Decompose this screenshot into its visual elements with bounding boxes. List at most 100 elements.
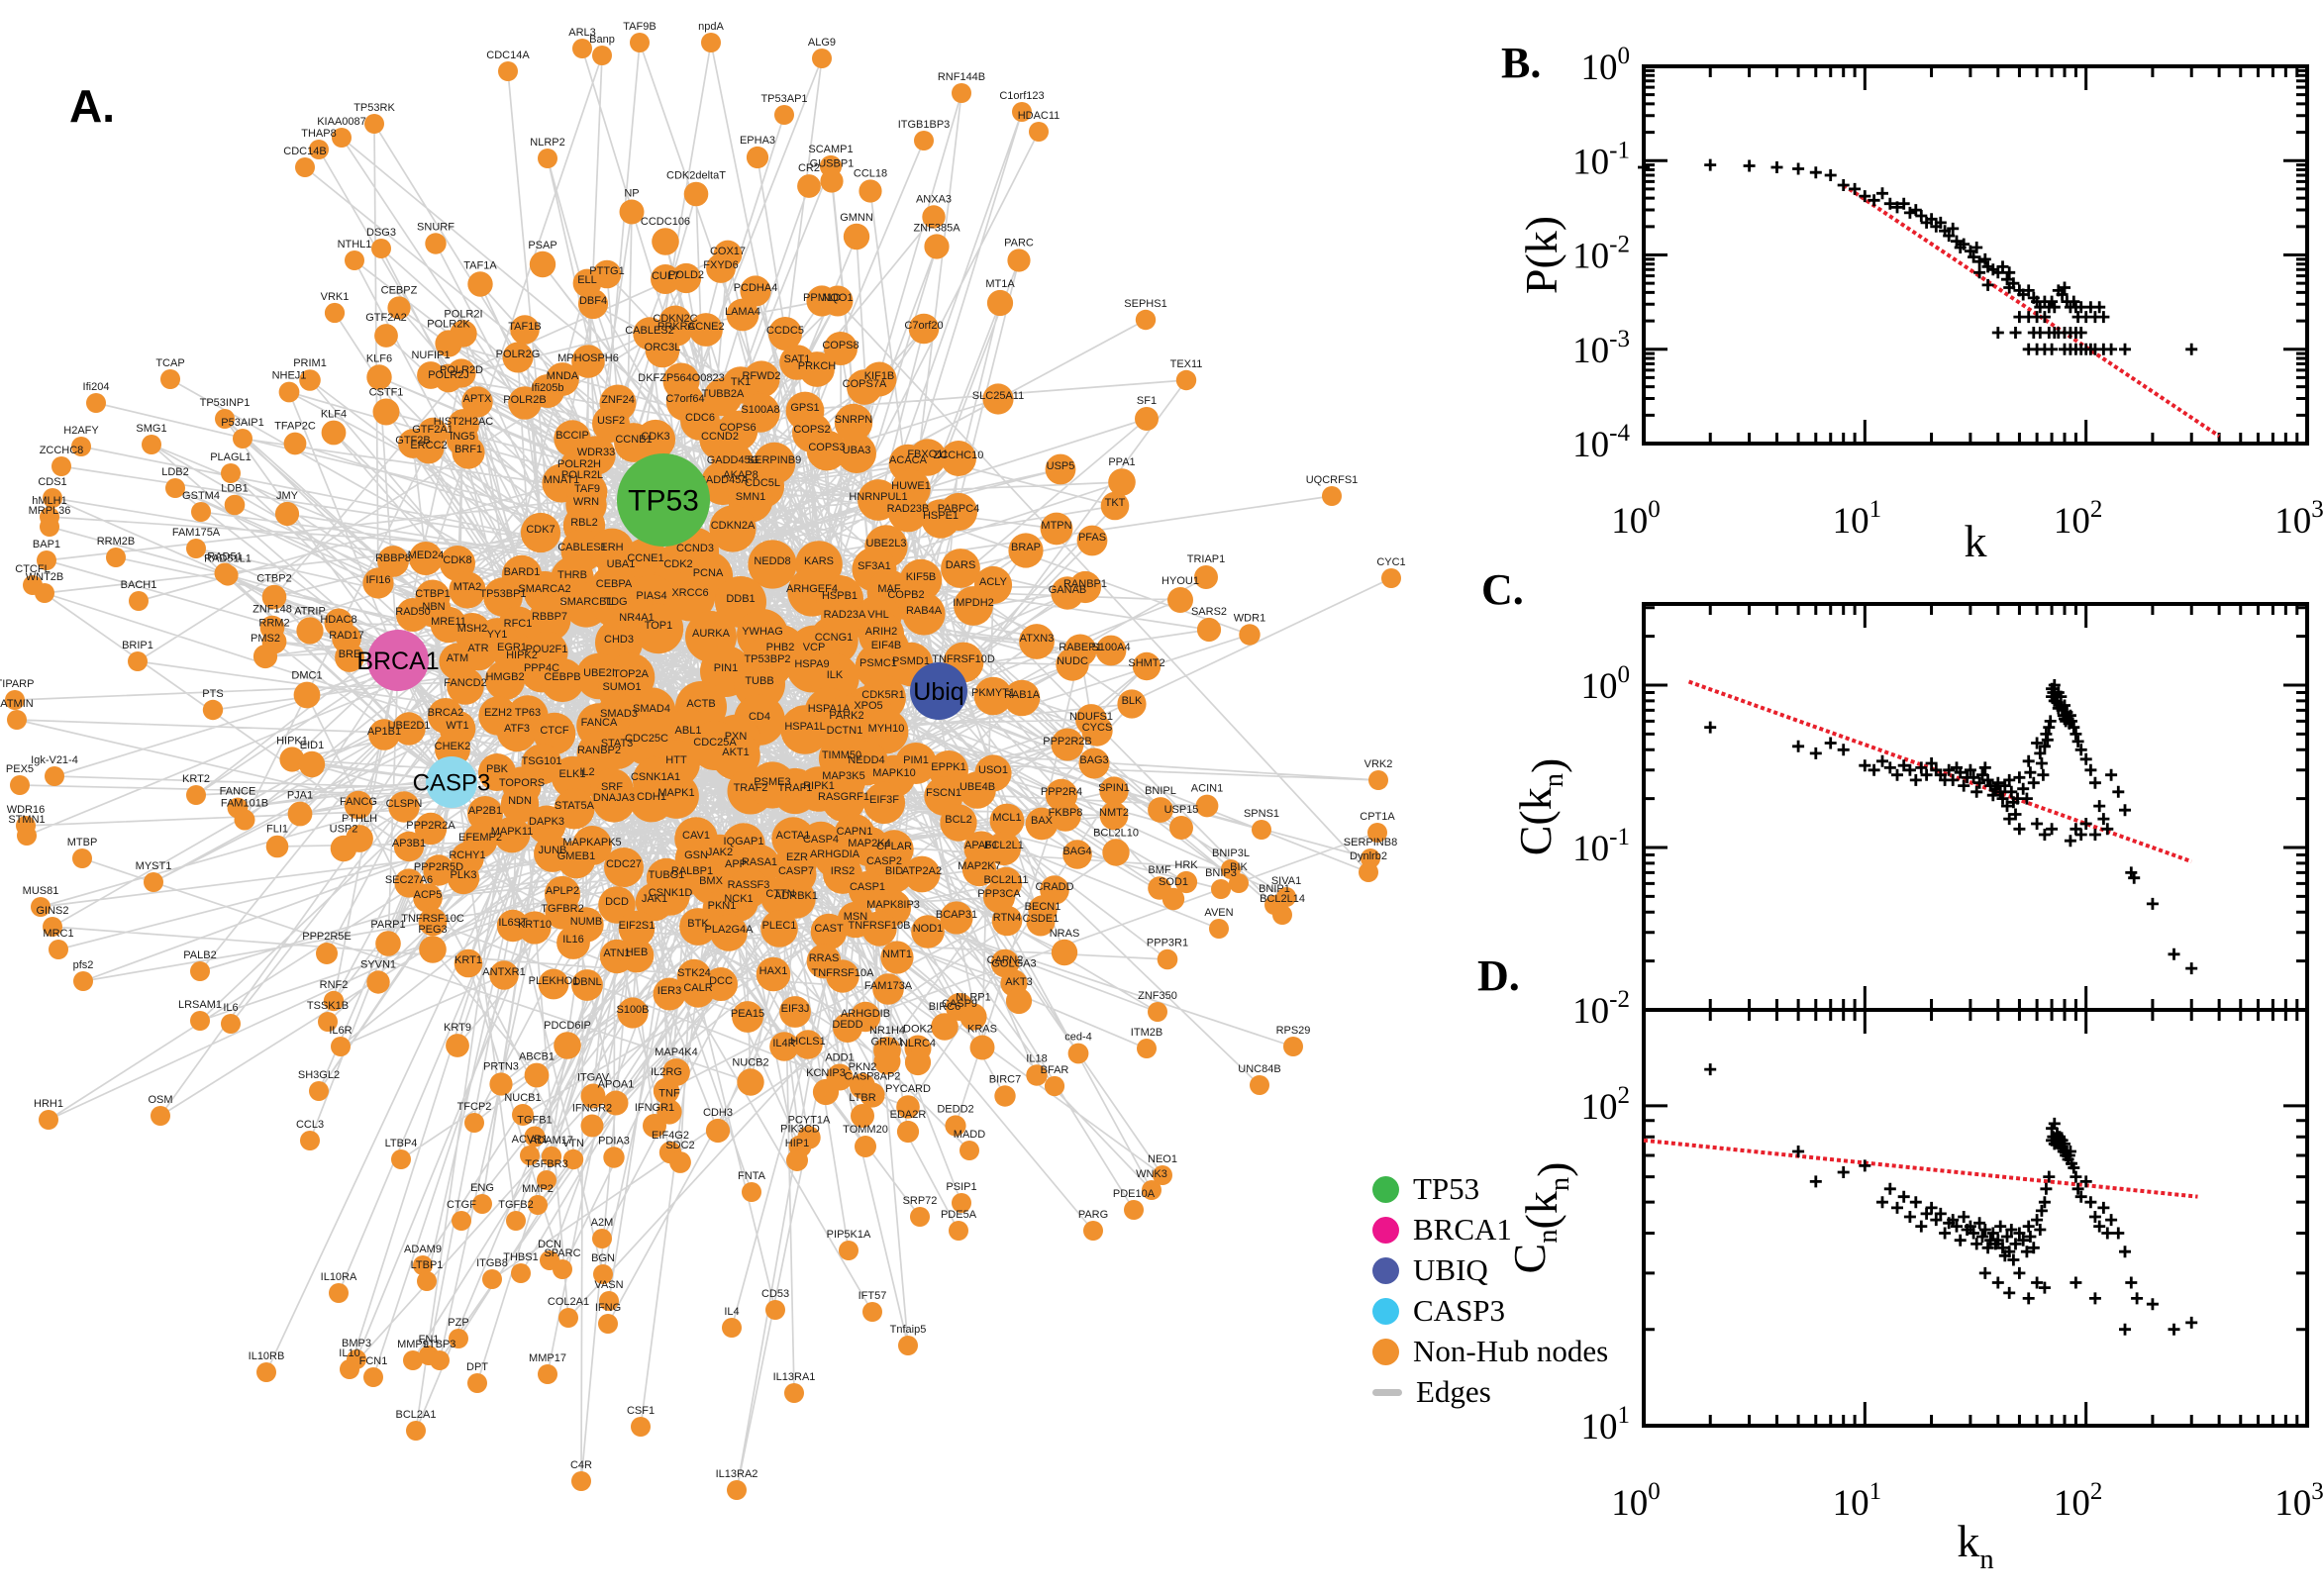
network-node [991, 905, 1023, 937]
network-node [1045, 453, 1076, 485]
network-node-label: ENG [470, 1182, 494, 1194]
network-node-label: CDK2deltaT [666, 170, 726, 182]
network-node-label: ORC3L [645, 342, 681, 353]
network-node [711, 731, 760, 780]
network-node-label: Dynlrb2 [1350, 850, 1387, 862]
network-node [1040, 512, 1073, 546]
network-node-label: EIF2S1 [619, 920, 656, 932]
network-node-label: PLK3 [451, 869, 477, 881]
network-node-label: EIF3J [781, 1003, 810, 1015]
network-node-label: APAF1 [964, 840, 998, 851]
network-node [452, 436, 485, 469]
network-node [7, 710, 27, 730]
network-node-label: ATMIN [0, 698, 33, 710]
axis-ticks [1642, 64, 2309, 446]
network-node [256, 1362, 276, 1382]
network-node-label: VCP [803, 642, 826, 653]
network-node-label: HSPB1 [822, 590, 858, 602]
network-node-label: PSMC1 [859, 657, 897, 669]
network-node-label: DAPK3 [529, 816, 564, 828]
network-node-label: MAF [877, 583, 901, 595]
network-node [1175, 369, 1197, 391]
network-node-label: NUMB [570, 916, 602, 928]
network-node-label: SIVA1 [1271, 875, 1301, 887]
network-node [45, 766, 64, 786]
network-node [318, 1012, 338, 1032]
network-node-label: CAPN1 [837, 826, 873, 838]
network-node-label: CRADD [1035, 881, 1073, 893]
network-node-label: CDKN2C [653, 313, 697, 325]
network-node-label: ACIN1 [1191, 783, 1223, 795]
network-node-label: BNIP1 [1259, 883, 1290, 895]
network-node [392, 712, 426, 746]
axis-title: kn [1957, 1516, 1993, 1575]
network-node [129, 591, 149, 611]
network-node-label: SRF [601, 781, 623, 793]
network-node-label: GPS1 [790, 402, 819, 414]
network-node [447, 667, 484, 705]
network-node [873, 1047, 901, 1075]
network-node-label: POLR2K [427, 318, 470, 330]
network-node [554, 788, 595, 830]
network-node [511, 1263, 531, 1283]
network-node [528, 1195, 548, 1215]
network-node-label: npdA [698, 21, 724, 33]
network-node-label: NR4A1 [619, 612, 654, 624]
network-node-label: GTF2B [395, 435, 430, 447]
network-node-label: CCNE1 [627, 552, 663, 564]
network-node-label: A2M [591, 1217, 614, 1229]
tick-label: 101 [1581, 1402, 1631, 1447]
network-node [1051, 939, 1078, 966]
network-node-label: ZCCHC10 [934, 449, 984, 461]
network-node-label: PCYT1A [788, 1114, 831, 1126]
network-node-label: HYOU1 [1162, 575, 1199, 587]
legend-label: CASP3 [1413, 1293, 1506, 1328]
network-node-label: RPS29 [1276, 1025, 1311, 1037]
network-node-label: NUCB1 [504, 1092, 541, 1104]
network-node-label: ADAM17 [530, 1135, 573, 1147]
network-node [299, 369, 321, 391]
network-node [202, 699, 224, 721]
network-node-label: NMT1 [882, 948, 912, 960]
network-node-label: TAF9B [623, 21, 656, 33]
network-node [941, 441, 976, 476]
network-node-label: CCNB1 [615, 434, 652, 446]
network-node-label: C7orf20 [904, 320, 943, 332]
network-node-label: PPP2R2B [1043, 736, 1092, 748]
network-node-label: CABLES1 [557, 542, 607, 553]
network-node [10, 775, 30, 795]
network-node-label: CHEK2 [435, 741, 471, 752]
network-node [839, 1241, 858, 1260]
network-node [1195, 794, 1219, 818]
network-node-label: SMARCB1 [559, 596, 612, 608]
network-node-label: AKAP8 [723, 469, 758, 481]
legend-label: BRCA1 [1413, 1212, 1512, 1247]
network-node-label: PBK [486, 763, 509, 775]
network-node [603, 1090, 629, 1116]
network-node [324, 302, 346, 324]
network-node [482, 1269, 502, 1289]
network-node [1135, 407, 1159, 431]
network-node [409, 542, 443, 575]
network-node [1250, 1075, 1269, 1095]
network-node-label: PYCARD [885, 1083, 931, 1095]
network-node-label: IL6ST [498, 917, 528, 929]
tick-label: 100 [1581, 661, 1631, 707]
network-node [986, 289, 1014, 317]
network-node-label: CSNK1D [649, 887, 693, 899]
network-node-label: MAP4K4 [655, 1047, 697, 1058]
network-node [362, 567, 394, 599]
network-node-label: PDIA3 [598, 1135, 630, 1147]
network-node-label: RANBP1 [1063, 578, 1107, 590]
network-node [72, 848, 92, 868]
network-node [540, 657, 585, 703]
tick-label: 100 [1611, 496, 1661, 542]
network-node-label: BCL2A1 [396, 1409, 437, 1421]
network-node-label: TNFRSF10C [401, 913, 464, 925]
network-node [144, 872, 163, 892]
panel-a-label: A. [69, 80, 115, 132]
network-node-label: DEDD2 [937, 1103, 973, 1115]
network-node-label: SEC27A6 [385, 874, 433, 886]
network-node-label: GUSBP1 [810, 157, 855, 169]
network-node [335, 643, 364, 672]
